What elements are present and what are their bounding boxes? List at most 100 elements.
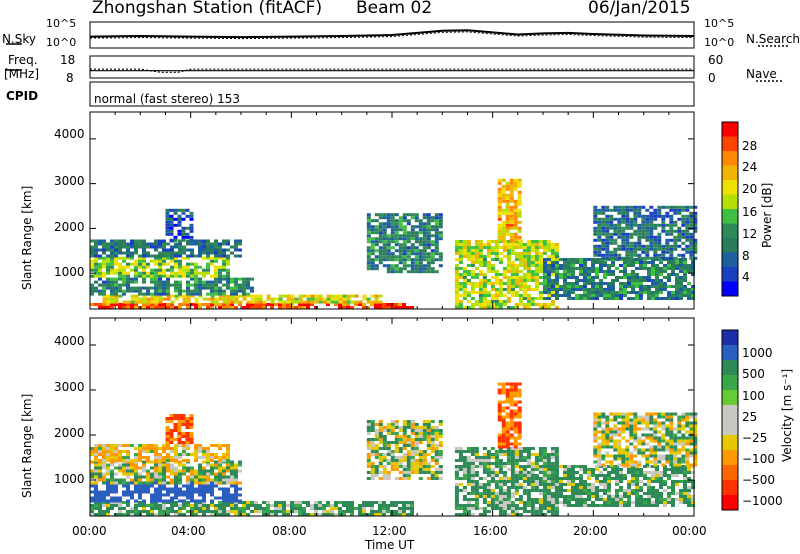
power-cell xyxy=(633,220,638,224)
velocity-cell xyxy=(543,477,547,480)
power-cell xyxy=(617,211,622,215)
velocity-cell xyxy=(559,480,563,483)
velocity-cell xyxy=(170,496,174,500)
power-cell xyxy=(647,297,651,300)
power-cell xyxy=(122,283,126,287)
velocity-cell xyxy=(118,463,122,467)
velocity-cell xyxy=(102,504,106,507)
power-cell xyxy=(130,300,135,304)
velocity-cell xyxy=(118,504,122,507)
power-cell xyxy=(563,288,567,291)
power-cell xyxy=(505,193,510,197)
velocity-cell xyxy=(190,453,194,456)
velocity-cell xyxy=(410,507,414,510)
velocity-cell xyxy=(226,453,230,456)
velocity-cell xyxy=(615,477,619,480)
power-cell xyxy=(286,306,290,309)
velocity-cell xyxy=(122,484,126,488)
velocity-cell xyxy=(518,501,523,504)
power-cell xyxy=(645,226,650,230)
velocity-cell xyxy=(370,447,375,450)
velocity-cell xyxy=(619,480,623,483)
power-cell xyxy=(118,245,122,249)
power-cell xyxy=(410,252,415,256)
power-cell xyxy=(266,294,271,298)
velocity-cell xyxy=(526,477,531,480)
power-cell xyxy=(382,303,386,306)
velocity-cell xyxy=(671,498,675,501)
power-cell xyxy=(242,280,246,284)
velocity-cell xyxy=(118,481,122,485)
velocity-cell xyxy=(547,495,551,498)
power-cell xyxy=(550,246,555,249)
velocity-cell xyxy=(210,472,214,476)
velocity-cell xyxy=(154,459,158,462)
power-cell xyxy=(370,258,375,262)
velocity-cell xyxy=(402,477,407,480)
velocity-cell xyxy=(394,477,399,480)
velocity-cell xyxy=(505,433,510,437)
velocity-cell xyxy=(466,459,471,462)
velocity-cell xyxy=(502,495,507,498)
velocity-cell xyxy=(679,468,683,471)
velocity-cell xyxy=(174,493,178,497)
power-cell xyxy=(222,268,226,272)
power-cell xyxy=(575,288,579,291)
velocity-cell xyxy=(498,510,503,513)
power-cell xyxy=(543,288,547,291)
velocity-cell xyxy=(655,492,659,495)
velocity-cell xyxy=(687,477,691,480)
power-cell xyxy=(218,265,222,269)
power-cell xyxy=(238,283,242,287)
velocity-cell xyxy=(98,466,102,470)
power-cell xyxy=(90,286,94,290)
velocity-cell xyxy=(490,489,495,492)
station-title: Zhongshan Station (fitACF) xyxy=(92,0,323,18)
velocity-cell xyxy=(534,513,539,516)
velocity-cell xyxy=(314,504,318,507)
velocity-cell xyxy=(366,462,371,465)
power-cell xyxy=(522,282,527,285)
power-cell xyxy=(94,289,98,293)
power-cell xyxy=(482,243,487,246)
power-cell xyxy=(649,247,654,251)
power-cell xyxy=(214,274,218,278)
velocity-cell xyxy=(498,495,503,498)
power-cell xyxy=(394,234,399,238)
velocity-cell xyxy=(178,478,182,482)
power-cell xyxy=(625,220,630,224)
power-cell xyxy=(110,297,115,301)
power-cell xyxy=(406,213,411,217)
velocity-cell xyxy=(619,504,623,507)
velocity-cell xyxy=(438,477,443,480)
velocity-cell xyxy=(470,453,475,456)
power-cell xyxy=(430,252,435,256)
velocity-cell xyxy=(222,466,226,470)
power-cell xyxy=(509,199,514,203)
velocity-cell xyxy=(190,487,194,491)
velocity-cell xyxy=(542,450,547,453)
velocity-cell xyxy=(126,493,130,497)
velocity-cell xyxy=(490,447,495,450)
power-cell xyxy=(621,208,626,212)
power-cell xyxy=(189,235,194,239)
power-cell xyxy=(190,248,194,252)
power-cell xyxy=(414,270,419,274)
power-cell xyxy=(597,226,602,230)
velocity-cell xyxy=(619,495,623,498)
velocity-cell xyxy=(595,498,599,501)
velocity-cell xyxy=(663,471,667,474)
velocity-cell xyxy=(422,462,427,465)
velocity-cell xyxy=(611,468,615,471)
velocity-cell xyxy=(490,507,495,510)
velocity-cell xyxy=(522,480,527,483)
power-cell xyxy=(466,264,471,267)
power-cell xyxy=(563,264,567,267)
power-cell xyxy=(607,288,611,291)
power-cell xyxy=(374,231,379,235)
velocity-cell xyxy=(563,504,567,507)
power-cell xyxy=(605,247,610,251)
power-cell xyxy=(681,229,686,233)
power-cell xyxy=(178,306,182,309)
power-cell xyxy=(517,193,522,197)
